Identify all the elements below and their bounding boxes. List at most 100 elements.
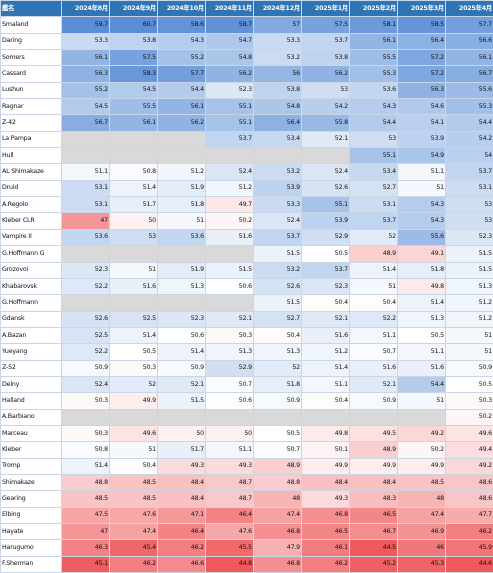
win-rate-cell[interactable]: 48.5	[62, 491, 110, 507]
win-rate-cell[interactable]: 55.5	[110, 99, 158, 115]
win-rate-cell[interactable]: 49.1	[398, 246, 446, 262]
win-rate-cell[interactable]: 47.4	[110, 524, 158, 540]
win-rate-cell[interactable]: 46.5	[302, 524, 350, 540]
win-rate-cell[interactable]: 51	[110, 262, 158, 278]
ship-name-cell[interactable]: Cassard	[1, 66, 62, 82]
ship-name-cell[interactable]: Kleber	[1, 442, 62, 458]
win-rate-cell[interactable]: 56.2	[206, 66, 254, 82]
win-rate-cell[interactable]: 52.6	[62, 311, 110, 327]
win-rate-cell[interactable]: 48.4	[158, 491, 206, 507]
empty-value-cell[interactable]	[206, 295, 254, 311]
win-rate-cell[interactable]: 57.7	[446, 17, 493, 33]
win-rate-cell[interactable]: 53.1	[446, 180, 493, 196]
win-rate-cell[interactable]: 53.3	[254, 33, 302, 49]
win-rate-cell[interactable]: 47	[62, 213, 110, 229]
win-rate-cell[interactable]: 56.7	[62, 115, 110, 131]
win-rate-cell[interactable]: 55.6	[446, 82, 493, 98]
win-rate-cell[interactable]: 51.1	[350, 327, 398, 343]
win-rate-cell[interactable]: 58.3	[110, 66, 158, 82]
win-rate-cell[interactable]: 47.7	[446, 507, 493, 523]
column-header-month[interactable]: 2024年11月	[206, 1, 254, 17]
empty-value-cell[interactable]	[206, 409, 254, 425]
win-rate-cell[interactable]: 51.4	[302, 360, 350, 376]
win-rate-cell[interactable]: 51.1	[62, 164, 110, 180]
win-rate-cell[interactable]: 50	[158, 425, 206, 441]
win-rate-cell[interactable]: 52.3	[446, 229, 493, 245]
win-rate-cell[interactable]: 54.9	[398, 148, 446, 164]
win-rate-cell[interactable]: 51.9	[158, 180, 206, 196]
win-rate-cell[interactable]: 49.6	[446, 425, 493, 441]
win-rate-cell[interactable]: 54.7	[206, 33, 254, 49]
win-rate-cell[interactable]: 51.4	[110, 327, 158, 343]
win-rate-cell[interactable]: 50.4	[350, 295, 398, 311]
win-rate-cell[interactable]: 56.3	[398, 82, 446, 98]
win-rate-cell[interactable]: 50.4	[302, 295, 350, 311]
win-rate-cell[interactable]: 53	[302, 82, 350, 98]
win-rate-cell[interactable]: 50.5	[254, 425, 302, 441]
win-rate-cell[interactable]: 54.3	[398, 213, 446, 229]
ship-name-cell[interactable]: Somers	[1, 50, 62, 66]
win-rate-cell[interactable]: 60.7	[110, 17, 158, 33]
win-rate-cell[interactable]: 52.3	[62, 262, 110, 278]
win-rate-cell[interactable]: 55.2	[158, 50, 206, 66]
win-rate-cell[interactable]: 48.7	[206, 474, 254, 490]
win-rate-cell[interactable]: 53.9	[302, 213, 350, 229]
ship-name-cell[interactable]: A.Regolo	[1, 197, 62, 213]
win-rate-cell[interactable]: 52.9	[206, 360, 254, 376]
win-rate-cell[interactable]: 54.8	[254, 99, 302, 115]
win-rate-cell[interactable]: 50.7	[350, 344, 398, 360]
ship-name-cell[interactable]: Z-52	[1, 360, 62, 376]
win-rate-cell[interactable]: 46.3	[62, 540, 110, 556]
ship-name-cell[interactable]: Ragnar	[1, 99, 62, 115]
win-rate-cell[interactable]: 50.3	[110, 360, 158, 376]
win-rate-cell[interactable]: 52.5	[62, 327, 110, 343]
win-rate-cell[interactable]: 50.6	[206, 278, 254, 294]
win-rate-cell[interactable]: 50.3	[62, 425, 110, 441]
empty-value-cell[interactable]	[110, 131, 158, 147]
ship-name-cell[interactable]: Hayate	[1, 524, 62, 540]
win-rate-cell[interactable]: 48.3	[350, 491, 398, 507]
win-rate-cell[interactable]: 55.1	[302, 197, 350, 213]
win-rate-cell[interactable]: 54.2	[302, 99, 350, 115]
win-rate-cell[interactable]: 51.6	[206, 229, 254, 245]
win-rate-cell[interactable]: 48.8	[62, 474, 110, 490]
win-rate-cell[interactable]: 48.4	[158, 474, 206, 490]
win-rate-cell[interactable]: 54.2	[446, 131, 493, 147]
win-rate-cell[interactable]: 51.8	[398, 262, 446, 278]
win-rate-cell[interactable]: 57.2	[398, 66, 446, 82]
win-rate-cell[interactable]: 51	[446, 327, 493, 343]
win-rate-cell[interactable]: 53.7	[302, 33, 350, 49]
win-rate-cell[interactable]: 55.3	[446, 99, 493, 115]
win-rate-cell[interactable]: 46.7	[350, 524, 398, 540]
win-rate-cell[interactable]: 50.8	[110, 164, 158, 180]
empty-value-cell[interactable]	[110, 409, 158, 425]
win-rate-cell[interactable]: 53.9	[398, 131, 446, 147]
ship-name-cell[interactable]: Lushun	[1, 82, 62, 98]
win-rate-cell[interactable]: 47	[62, 524, 110, 540]
win-rate-cell[interactable]: 54.4	[446, 115, 493, 131]
empty-value-cell[interactable]	[302, 148, 350, 164]
win-rate-cell[interactable]: 46.2	[446, 524, 493, 540]
ship-name-cell[interactable]: Elbing	[1, 507, 62, 523]
win-rate-cell[interactable]: 51.3	[158, 278, 206, 294]
win-rate-cell[interactable]: 54.5	[62, 99, 110, 115]
win-rate-cell[interactable]: 52	[254, 360, 302, 376]
win-rate-cell[interactable]: 51.1	[398, 344, 446, 360]
win-rate-cell[interactable]: 52.7	[254, 311, 302, 327]
win-rate-cell[interactable]: 48.5	[110, 474, 158, 490]
win-rate-cell[interactable]: 53.7	[206, 131, 254, 147]
win-rate-cell[interactable]: 46.5	[350, 507, 398, 523]
win-rate-cell[interactable]: 52.3	[158, 311, 206, 327]
win-rate-cell[interactable]: 50.3	[62, 393, 110, 409]
win-rate-cell[interactable]: 50	[110, 213, 158, 229]
ship-name-cell[interactable]: Halland	[1, 393, 62, 409]
win-rate-cell[interactable]: 49.7	[206, 197, 254, 213]
win-rate-cell[interactable]: 53.6	[158, 229, 206, 245]
win-rate-cell[interactable]: 52.1	[302, 131, 350, 147]
win-rate-cell[interactable]: 49.2	[446, 458, 493, 474]
ship-name-cell[interactable]: A.Bazan	[1, 327, 62, 343]
win-rate-cell[interactable]: 53.7	[446, 164, 493, 180]
win-rate-cell[interactable]: 48	[398, 491, 446, 507]
win-rate-cell[interactable]: 52.6	[302, 180, 350, 196]
ship-name-cell[interactable]: Hull	[1, 148, 62, 164]
